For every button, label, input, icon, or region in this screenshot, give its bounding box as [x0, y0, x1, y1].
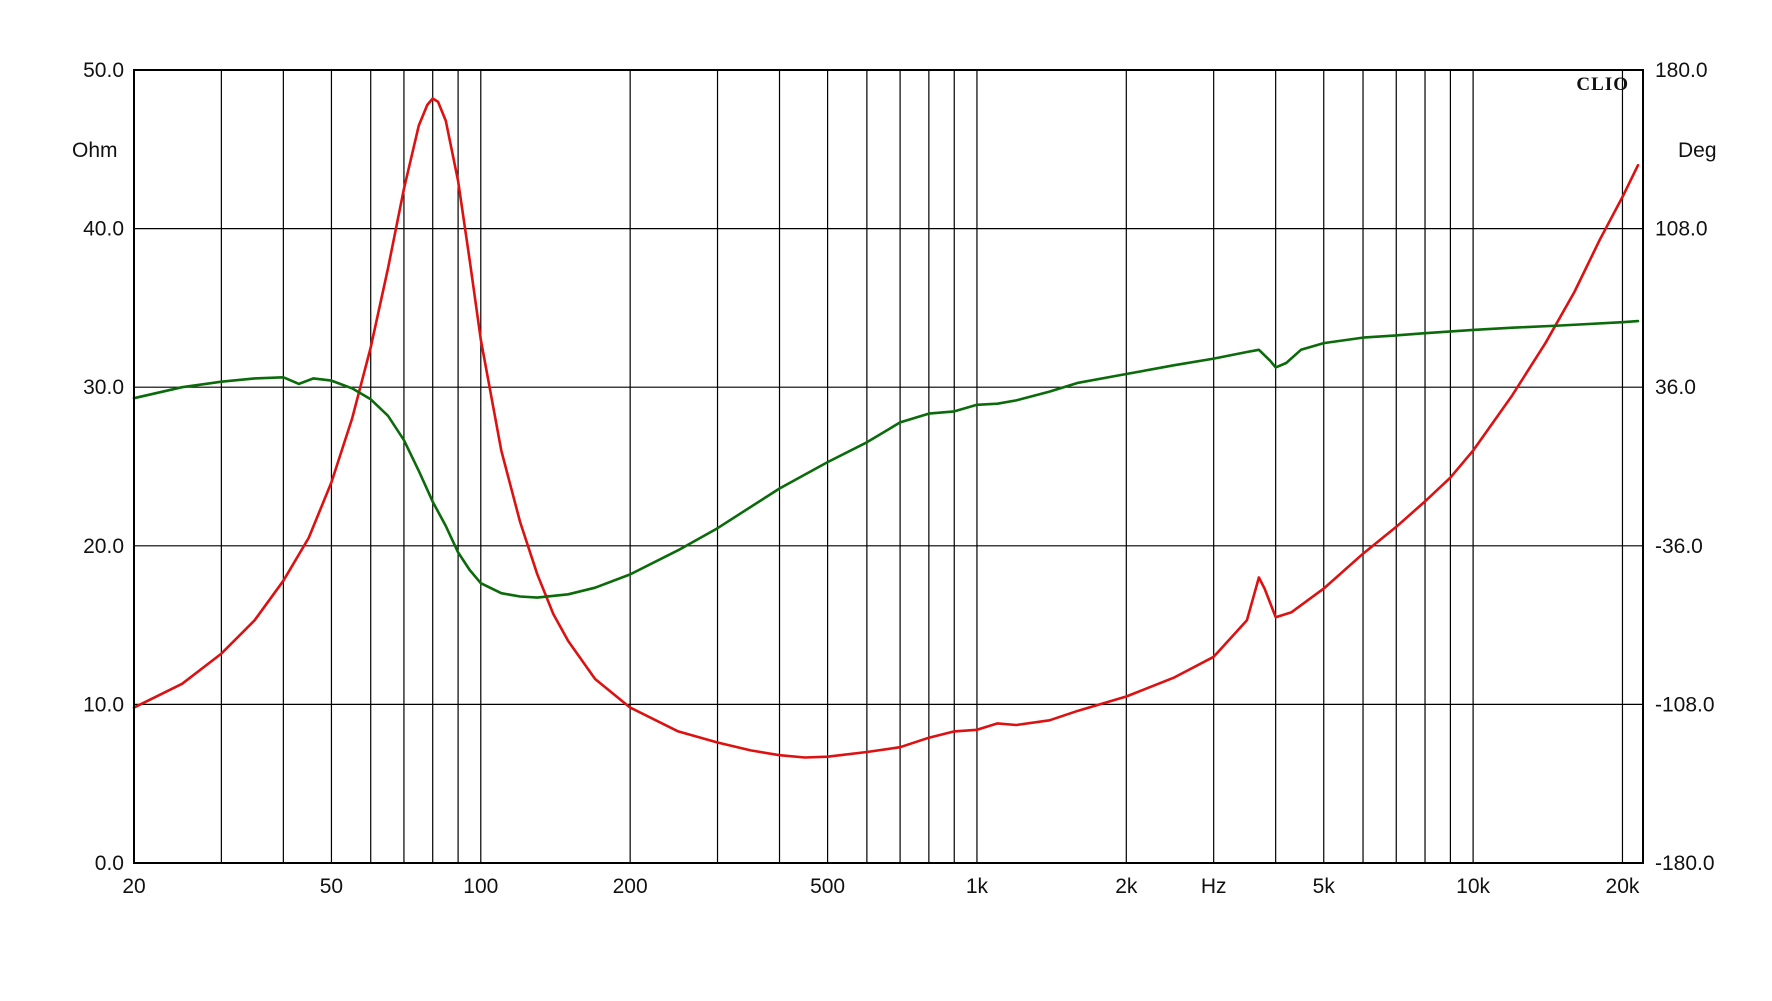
x-tick-label: 20: [122, 875, 145, 898]
series: [132, 97, 1640, 759]
x-tick-label: 500: [810, 875, 845, 898]
brand-label: CLIO: [1576, 74, 1629, 95]
x-tick-label: 100: [463, 875, 498, 898]
x-tick-label: 50: [320, 875, 343, 898]
left-axis-unit: Ohm: [72, 139, 118, 162]
left-axis-tick-labels: 0.0 10.0 20.0 30.0 40.0 50.0: [83, 59, 124, 875]
x-axis-tick-labels: 20 50 100 200 500 1k 2k Hz 5k 10k 20k: [122, 875, 1640, 898]
impedance-curve: [132, 97, 1640, 759]
left-tick-label: 10.0: [83, 693, 124, 716]
left-tick-label: 20.0: [83, 535, 124, 558]
left-tick-label: 30.0: [83, 376, 124, 399]
left-tick-label: 40.0: [83, 218, 124, 241]
right-tick-label: 180.0: [1655, 59, 1708, 82]
x-tick-label: 200: [613, 875, 648, 898]
left-tick-label: 0.0: [95, 852, 124, 875]
x-tick-label: 5k: [1313, 875, 1336, 898]
plot-frame: [133, 69, 1644, 864]
left-tick-label: 50.0: [83, 59, 124, 82]
right-tick-label: -180.0: [1655, 852, 1715, 875]
x-tick-label: 20k: [1606, 875, 1640, 898]
right-tick-label: -108.0: [1655, 693, 1715, 716]
right-tick-label: 36.0: [1655, 376, 1696, 399]
grid: [134, 69, 1643, 864]
right-axis-unit: Deg: [1678, 139, 1717, 162]
x-tick-label: 10k: [1456, 875, 1490, 898]
x-tick-label: 2k: [1115, 875, 1138, 898]
right-tick-label: 108.0: [1655, 218, 1708, 241]
right-axis-tick-labels: -180.0 -108.0 -36.0 36.0 108.0 180.0: [1655, 59, 1715, 875]
phase-curve: [132, 319, 1640, 599]
x-tick-label: 1k: [966, 875, 989, 898]
right-tick-label: -36.0: [1655, 535, 1703, 558]
x-tick-label: Hz: [1201, 875, 1227, 898]
